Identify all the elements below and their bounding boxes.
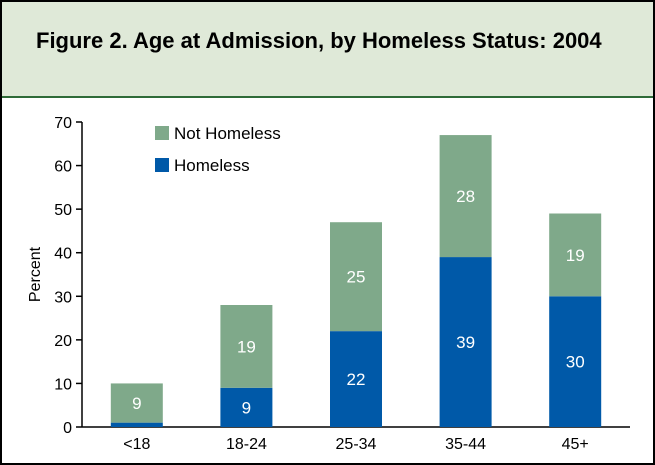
y-tick-label: 10 bbox=[54, 376, 72, 393]
y-tick-label: 30 bbox=[54, 289, 72, 306]
bar-not-homeless bbox=[330, 222, 382, 332]
y-axis-title: Percent bbox=[27, 246, 44, 302]
x-tick-label: 45+ bbox=[562, 436, 589, 453]
legend-label: Not Homeless bbox=[174, 124, 281, 143]
bar-not-homeless bbox=[110, 383, 163, 423]
bar-not-homeless bbox=[220, 305, 273, 388]
x-tick-label: 35-44 bbox=[445, 436, 486, 453]
data-label: 19 bbox=[237, 337, 256, 356]
data-label: 28 bbox=[456, 187, 475, 206]
data-label: 25 bbox=[347, 268, 366, 287]
bar-not-homeless bbox=[549, 213, 602, 297]
data-label: 39 bbox=[456, 333, 475, 352]
bar-homeless bbox=[330, 331, 382, 427]
y-tick-label: 70 bbox=[54, 115, 72, 132]
bar-homeless bbox=[220, 387, 273, 427]
data-label: 19 bbox=[566, 246, 585, 265]
bar-homeless bbox=[549, 296, 602, 427]
legend-swatch bbox=[155, 126, 169, 140]
bar-homeless bbox=[110, 422, 163, 427]
y-tick-label: 40 bbox=[54, 246, 72, 263]
bar-not-homeless bbox=[439, 135, 492, 258]
data-label: 9 bbox=[242, 398, 251, 417]
data-label: 22 bbox=[347, 370, 366, 389]
data-label: 9 bbox=[132, 394, 141, 413]
y-tick-label: 50 bbox=[54, 202, 72, 219]
figure-header: Figure 2. Age at Admission, by Homeless … bbox=[2, 2, 653, 98]
x-tick-label: 18-24 bbox=[226, 436, 267, 453]
data-label: 30 bbox=[566, 353, 585, 372]
y-tick-label: 60 bbox=[54, 159, 72, 176]
legend-swatch bbox=[155, 158, 169, 172]
x-tick-label: 25-34 bbox=[336, 436, 377, 453]
x-tick-label: <18 bbox=[123, 436, 150, 453]
legend-label: Homeless bbox=[174, 156, 250, 175]
y-tick-label: 20 bbox=[54, 333, 72, 350]
bar-homeless bbox=[439, 257, 492, 427]
figure-title: Figure 2. Age at Admission, by Homeless … bbox=[36, 28, 602, 53]
y-tick-label: 0 bbox=[63, 420, 72, 437]
